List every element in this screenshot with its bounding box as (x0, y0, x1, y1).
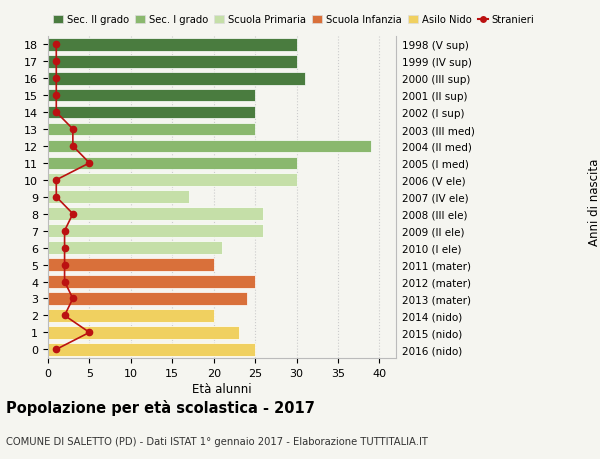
Bar (48, 326, 239, 339)
Bar (48, 174, 296, 187)
Bar (48, 292, 247, 305)
Text: Popolazione per età scolastica - 2017: Popolazione per età scolastica - 2017 (6, 399, 315, 415)
Bar (48, 73, 305, 85)
Bar (48, 90, 255, 102)
Bar (48, 140, 371, 153)
Bar (48, 242, 222, 254)
Bar (48, 208, 263, 221)
Bar (48, 343, 255, 356)
Text: COMUNE DI SALETTO (PD) - Dati ISTAT 1° gennaio 2017 - Elaborazione TUTTITALIA.IT: COMUNE DI SALETTO (PD) - Dati ISTAT 1° g… (6, 436, 428, 446)
Bar (48, 259, 214, 271)
Bar (48, 191, 189, 204)
Bar (48, 123, 255, 136)
Bar (48, 39, 296, 51)
Text: Anni di nascita: Anni di nascita (587, 158, 600, 246)
Legend: Sec. II grado, Sec. I grado, Scuola Primaria, Scuola Infanzia, Asilo Nido, Stran: Sec. II grado, Sec. I grado, Scuola Prim… (53, 15, 535, 25)
Bar (48, 157, 296, 170)
Bar (48, 106, 255, 119)
Bar (48, 225, 263, 237)
Bar (48, 309, 214, 322)
Bar (48, 56, 296, 68)
X-axis label: Età alunni: Età alunni (192, 382, 252, 395)
Bar (48, 275, 255, 288)
